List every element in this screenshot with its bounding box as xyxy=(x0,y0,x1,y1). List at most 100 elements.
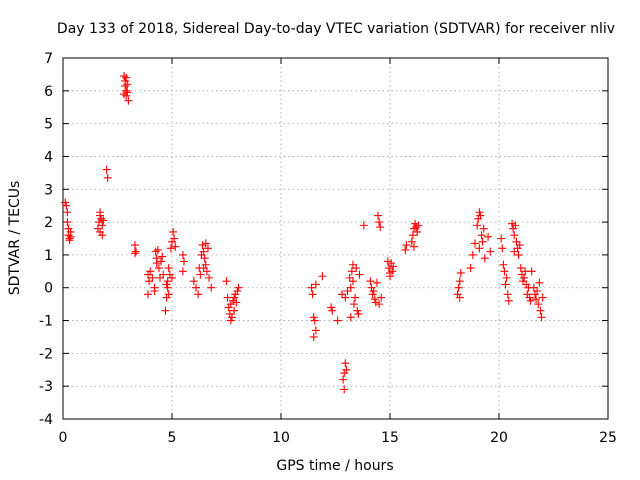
y-tick-label: 2 xyxy=(44,215,53,231)
data-point xyxy=(124,96,133,105)
data-point xyxy=(65,236,74,245)
data-point xyxy=(476,211,485,220)
data-point xyxy=(533,287,542,296)
data-point xyxy=(389,262,398,271)
data-point xyxy=(145,277,154,286)
data-point xyxy=(144,290,153,299)
data-point xyxy=(120,90,129,99)
data-point xyxy=(346,313,355,322)
data-point xyxy=(486,247,495,256)
data-point xyxy=(341,359,350,368)
data-point xyxy=(327,303,336,312)
data-point xyxy=(536,306,545,315)
data-point xyxy=(161,306,170,315)
data-point xyxy=(151,247,160,256)
data-point xyxy=(414,221,423,230)
data-point xyxy=(123,80,132,89)
data-point xyxy=(339,375,348,384)
data-point xyxy=(532,295,541,304)
data-point xyxy=(348,260,357,269)
data-point xyxy=(196,270,205,279)
data-point xyxy=(455,277,464,286)
data-point xyxy=(499,260,508,269)
data-point xyxy=(148,273,157,282)
data-point xyxy=(222,277,231,286)
data-point xyxy=(353,306,362,315)
data-point xyxy=(96,208,105,217)
y-tick-label: 1 xyxy=(44,248,53,264)
data-point xyxy=(318,272,327,281)
data-point xyxy=(375,218,384,227)
data-point xyxy=(99,216,108,225)
data-point xyxy=(98,231,107,240)
data-point xyxy=(341,293,350,302)
data-point xyxy=(350,300,359,309)
data-point xyxy=(454,283,463,292)
y-tick-label: 7 xyxy=(44,51,53,67)
y-tick-label: -2 xyxy=(39,346,53,362)
data-point xyxy=(205,273,214,282)
data-point xyxy=(156,273,165,282)
data-point xyxy=(207,283,216,292)
data-point xyxy=(466,264,475,273)
data-point xyxy=(401,245,410,254)
data-point xyxy=(199,247,208,256)
data-point xyxy=(170,234,179,243)
data-point xyxy=(366,277,375,286)
data-point xyxy=(169,227,178,236)
data-point xyxy=(198,241,207,250)
data-point xyxy=(534,300,543,309)
data-point xyxy=(203,244,212,253)
data-point xyxy=(202,267,211,276)
data-point xyxy=(388,267,397,276)
data-point xyxy=(130,241,139,250)
tick-labels: 0 5 10 15 20 25 -4 -3 -2 -1 0 1 2 3 4 5 6 7 xyxy=(39,51,617,446)
x-axis-label: GPS time / hours xyxy=(276,458,393,474)
x-tick-label: 10 xyxy=(272,430,290,446)
data-point xyxy=(122,73,131,82)
data-point xyxy=(162,280,171,289)
data-point xyxy=(455,293,464,302)
data-point xyxy=(132,247,141,256)
data-point xyxy=(157,257,166,266)
x-tick-label: 20 xyxy=(490,430,508,446)
data-point xyxy=(346,283,355,292)
data-point xyxy=(375,300,384,309)
data-point xyxy=(520,273,529,282)
data-point xyxy=(347,267,356,276)
data-point xyxy=(229,296,238,305)
plot-frame xyxy=(62,57,609,420)
data-point xyxy=(516,264,525,273)
data-point xyxy=(508,219,517,228)
data-point xyxy=(348,277,357,286)
data-point xyxy=(191,283,200,292)
data-point xyxy=(511,221,520,230)
data-point xyxy=(355,270,364,279)
data-point xyxy=(179,257,188,266)
data-point xyxy=(402,241,411,250)
data-point xyxy=(307,283,316,292)
y-tick-label: 6 xyxy=(44,84,53,100)
data-point xyxy=(384,264,393,273)
data-point xyxy=(498,244,507,253)
data-point xyxy=(166,244,175,253)
data-point xyxy=(154,264,163,273)
data-point xyxy=(411,219,420,228)
data-point xyxy=(178,267,187,276)
data-point xyxy=(328,306,337,315)
data-point xyxy=(502,273,511,282)
data-point xyxy=(468,250,477,259)
data-point xyxy=(153,245,162,254)
data-point xyxy=(200,254,209,263)
data-point xyxy=(189,277,198,286)
data-point xyxy=(123,88,132,97)
x-tick-label: 0 xyxy=(59,430,68,446)
data-point xyxy=(409,242,418,251)
axis-ticks xyxy=(62,57,609,420)
data-point xyxy=(311,326,320,335)
data-point xyxy=(510,231,519,240)
data-point xyxy=(478,237,487,246)
data-point xyxy=(500,267,509,276)
data-point xyxy=(352,264,361,273)
data-point xyxy=(386,272,394,281)
